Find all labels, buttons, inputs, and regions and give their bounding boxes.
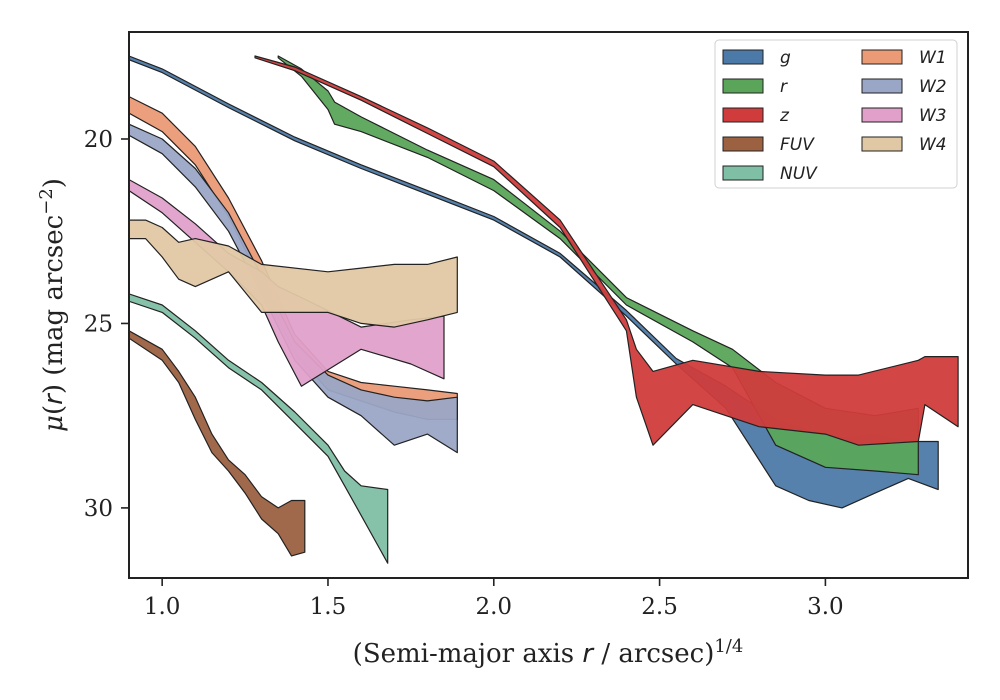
legend-swatch-w1	[861, 49, 903, 65]
legend-label-fuv: FUV	[780, 135, 815, 155]
legend-swatch-r	[722, 78, 764, 94]
legend-label-z: z	[779, 106, 790, 126]
legend-swatch-nuv	[722, 165, 764, 181]
legend-label-w2: W2	[919, 77, 947, 97]
legend: grz FUV NUV W1 W2 W3 W4	[714, 39, 958, 189]
legend-label-r: r	[780, 77, 788, 97]
band-nuv	[129, 293, 389, 564]
axis-ticks: 1.0 1.5 2.0 2.5 3.0 20 25 30	[84, 127, 844, 620]
y-tick-label: 30	[84, 496, 113, 522]
band-fuv	[129, 330, 306, 557]
band-w2	[129, 123, 458, 454]
legend-swatch-w3	[861, 107, 903, 123]
legend-label-w1: W1	[919, 48, 947, 68]
x-tick-label: 2.0	[475, 594, 512, 620]
band-w4	[129, 219, 458, 328]
plot-frame	[128, 31, 969, 579]
x-axis-label: (Semi-major axis r / arcsec)1/4	[353, 636, 744, 669]
data-bands	[129, 55, 959, 564]
legend-swatch-g	[722, 49, 764, 65]
legend-swatch-fuv	[722, 136, 764, 152]
legend-swatch-w4	[861, 136, 903, 152]
x-tick-label: 3.0	[807, 594, 844, 620]
legend-label-g: g	[780, 48, 791, 68]
legend-label-w4: W4	[919, 135, 947, 155]
band-z	[254, 55, 959, 446]
x-tick-label: 1.0	[144, 594, 181, 620]
y-tick-label: 20	[84, 127, 113, 153]
legend-swatch-z	[722, 107, 764, 123]
y-axis-label: μ(r) (mag arcsec−2)	[36, 178, 69, 432]
x-tick-label: 2.5	[641, 594, 678, 620]
legend-swatch-w2	[861, 78, 903, 94]
band-r	[277, 55, 919, 476]
x-tick-label: 1.5	[310, 594, 347, 620]
legend-label-nuv: NUV	[780, 164, 818, 184]
y-tick-label: 25	[84, 311, 113, 337]
legend-label-w3: W3	[919, 106, 947, 126]
